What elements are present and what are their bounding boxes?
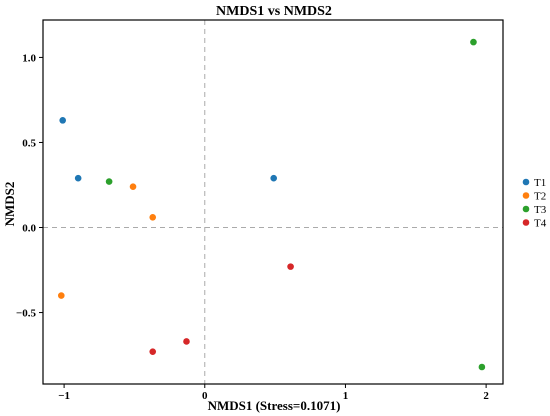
legend-marker-t1 xyxy=(522,178,530,186)
data-point-t4 xyxy=(287,263,294,270)
data-point-t4 xyxy=(183,338,190,345)
data-points xyxy=(57,38,486,371)
x-tick-label: 0 xyxy=(202,390,208,402)
data-point-t2 xyxy=(57,292,65,299)
reference-lines xyxy=(43,20,503,384)
y-axis-label: NMDS2 xyxy=(2,182,17,227)
x-tick-label: 2 xyxy=(483,390,489,402)
legend-label-t3: T3 xyxy=(534,204,547,216)
legend-label-t4: T4 xyxy=(534,218,547,230)
y-axis-ticks: −0.5 0.0 0.5 1.0 xyxy=(16,52,43,320)
data-point-t1 xyxy=(74,174,82,182)
data-point-t2 xyxy=(129,183,137,190)
data-point-t1 xyxy=(270,174,278,182)
data-point-t2 xyxy=(149,214,157,221)
chart-title: NMDS1 vs NMDS2 xyxy=(216,4,332,19)
legend-label-t1: T1 xyxy=(534,177,546,189)
x-axis-ticks: −1 0 1 2 xyxy=(58,384,489,402)
x-tick-label: 1 xyxy=(343,390,349,402)
legend-marker-t3 xyxy=(522,205,530,213)
data-point-t1 xyxy=(59,117,66,124)
data-point-t3 xyxy=(470,38,477,46)
data-point-t3 xyxy=(105,178,113,185)
x-tick-label: −1 xyxy=(58,390,70,402)
legend-marker-t4 xyxy=(522,219,530,226)
y-tick-label: 0.5 xyxy=(22,137,36,149)
data-point-t4 xyxy=(149,348,157,355)
x-axis-label: NMDS1 (Stress=0.1071) xyxy=(208,398,341,413)
data-point-t3 xyxy=(478,363,486,371)
y-tick-label: −0.5 xyxy=(16,308,37,320)
y-tick-label: 0.0 xyxy=(22,223,36,235)
y-tick-label: 1.0 xyxy=(22,52,36,64)
legend-label-t2: T2 xyxy=(534,191,546,203)
legend-marker-t2 xyxy=(522,192,530,199)
plot-frame xyxy=(42,19,504,385)
